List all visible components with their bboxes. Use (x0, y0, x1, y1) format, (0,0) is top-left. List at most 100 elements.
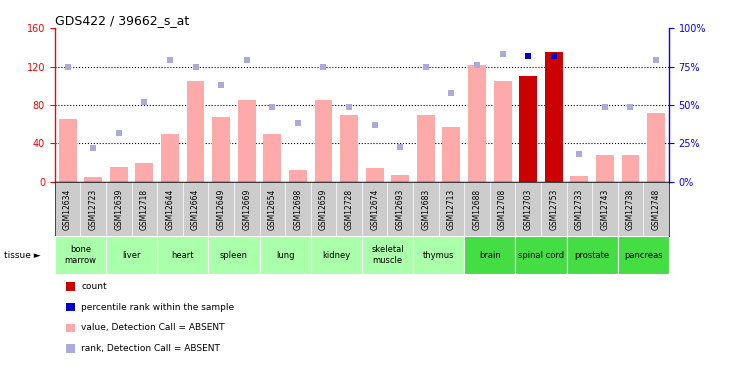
Point (61, 63, 73, 70)
Text: GSM12669: GSM12669 (242, 188, 251, 230)
Text: value, Detection Call = ABSENT: value, Detection Call = ABSENT (81, 323, 224, 332)
Point (189, 63, 201, 70)
Point (368, 122, 380, 128)
Point (266, 104, 278, 110)
Text: GSM12723: GSM12723 (88, 188, 98, 230)
Point (292, 120, 303, 126)
Bar (468, 64, 486, 182)
Bar (417, 115, 435, 182)
Bar (618, 236, 669, 274)
Bar (186, 81, 205, 182)
Point (240, 57, 253, 63)
Text: GSM12649: GSM12649 (216, 188, 226, 230)
Text: percentile rank within the sample: percentile rank within the sample (81, 303, 234, 312)
Bar (157, 236, 208, 274)
Bar (106, 236, 157, 274)
Text: GSM12708: GSM12708 (498, 188, 507, 230)
Point (164, 57, 175, 63)
Text: GSM12634: GSM12634 (63, 188, 72, 230)
Bar (515, 236, 567, 274)
Bar (545, 174, 563, 182)
Point (215, 82, 227, 88)
Bar (340, 115, 358, 182)
Point (624, 104, 636, 110)
Bar (161, 134, 179, 182)
Point (548, 53, 559, 59)
Text: GSM12664: GSM12664 (191, 188, 200, 230)
Text: thymus: thymus (423, 251, 455, 260)
Text: GSM12698: GSM12698 (293, 188, 303, 230)
Bar (238, 100, 256, 182)
Bar (260, 236, 311, 274)
Text: liver: liver (122, 251, 141, 260)
Bar (391, 175, 409, 182)
Bar (289, 170, 307, 182)
Bar (311, 236, 362, 274)
Text: GSM12713: GSM12713 (447, 188, 456, 230)
Point (138, 99, 150, 105)
Point (471, 62, 482, 68)
Point (650, 57, 662, 63)
Bar (596, 155, 614, 182)
Bar (413, 236, 464, 274)
Point (420, 63, 431, 70)
Bar (314, 100, 333, 182)
Text: GSM12748: GSM12748 (651, 188, 661, 230)
Bar (647, 112, 665, 182)
Point (522, 53, 534, 59)
Bar (519, 76, 537, 182)
Bar (519, 76, 537, 182)
Text: GSM12728: GSM12728 (344, 189, 354, 230)
Text: GSM12693: GSM12693 (395, 188, 405, 230)
Bar (366, 168, 384, 182)
Text: GSM12718: GSM12718 (140, 189, 149, 230)
Bar (110, 168, 128, 182)
Bar (567, 236, 618, 274)
Text: pancreas: pancreas (624, 251, 662, 260)
Text: spinal cord: spinal cord (518, 251, 564, 260)
Text: tissue ►: tissue ► (4, 251, 40, 260)
Text: GSM12654: GSM12654 (268, 188, 277, 230)
Text: GSM12688: GSM12688 (472, 189, 482, 230)
Bar (84, 177, 102, 182)
Text: heart: heart (172, 251, 194, 260)
Point (113, 130, 124, 136)
Point (548, 53, 559, 59)
Point (317, 63, 329, 70)
Bar (545, 52, 563, 182)
Text: GSM12703: GSM12703 (523, 188, 533, 230)
Point (522, 53, 534, 59)
Text: rank, Detection Call = ABSENT: rank, Detection Call = ABSENT (81, 344, 220, 353)
Text: GSM12733: GSM12733 (575, 188, 584, 230)
Text: GSM12753: GSM12753 (549, 188, 558, 230)
Bar (570, 176, 588, 182)
Point (445, 90, 458, 96)
Point (343, 104, 355, 110)
Text: GSM12683: GSM12683 (421, 188, 431, 230)
Text: spleen: spleen (220, 251, 248, 260)
Bar (58, 119, 77, 182)
Text: bone
marrow: bone marrow (64, 245, 96, 265)
Bar (464, 236, 515, 274)
Text: GSM12659: GSM12659 (319, 188, 328, 230)
Bar (493, 81, 512, 182)
Bar (212, 117, 230, 182)
Point (394, 144, 406, 150)
Point (496, 51, 508, 57)
Bar (55, 236, 106, 274)
Text: GSM12738: GSM12738 (626, 188, 635, 230)
Bar (208, 236, 260, 274)
Text: GDS422 / 39662_s_at: GDS422 / 39662_s_at (55, 14, 189, 27)
Point (573, 151, 585, 157)
Text: brain: brain (479, 251, 501, 260)
Text: lung: lung (276, 251, 295, 260)
Text: kidney: kidney (322, 251, 350, 260)
Text: skeletal
muscle: skeletal muscle (371, 245, 404, 265)
Bar (442, 127, 461, 182)
Bar (621, 155, 640, 182)
Text: GSM12674: GSM12674 (370, 188, 379, 230)
Bar (263, 134, 281, 182)
Bar (362, 236, 413, 274)
Point (599, 104, 610, 110)
Text: GSM12639: GSM12639 (114, 188, 124, 230)
